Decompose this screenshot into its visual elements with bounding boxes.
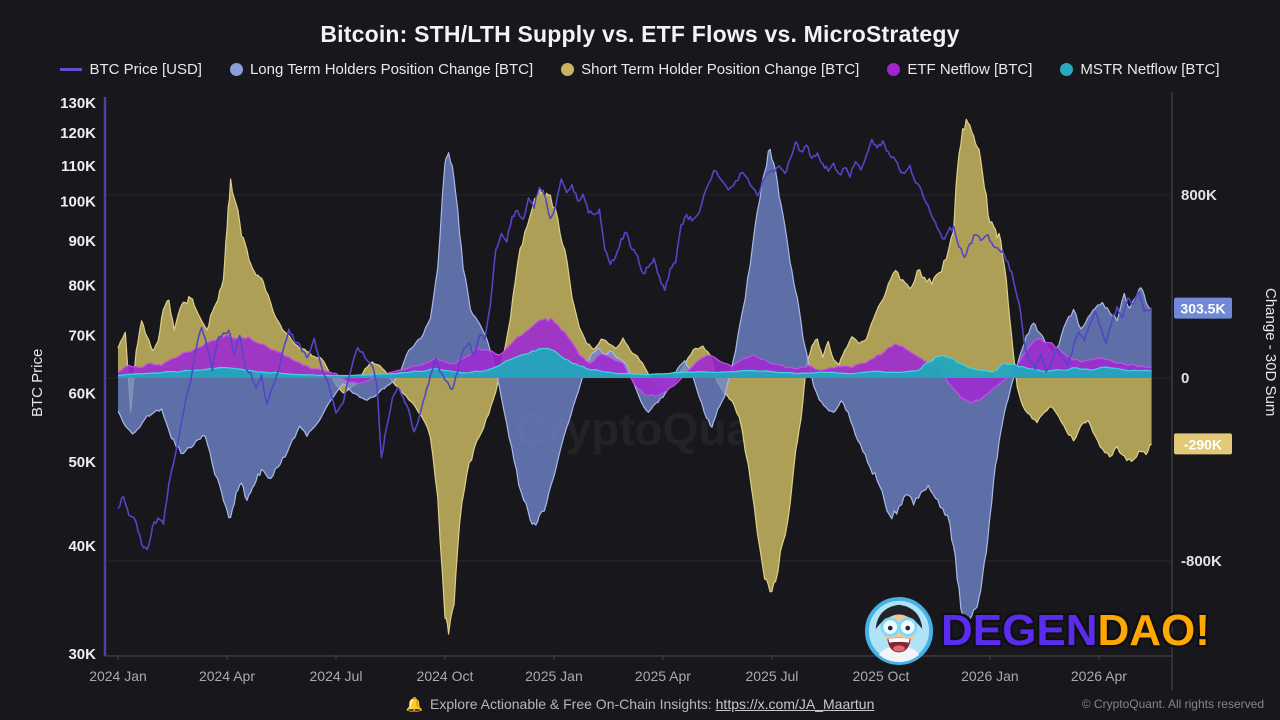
x-tick-label: 2024 Jan (89, 668, 147, 684)
left-tick-label: 120K (60, 125, 96, 142)
badge-value: 303.5K (1180, 301, 1225, 317)
left-tick-label: 100K (60, 194, 96, 211)
x-tick-label: 2025 Apr (635, 668, 691, 684)
left-tick-label: 110K (61, 158, 96, 175)
btc-price-line (117, 138, 1153, 551)
x-tick-label: 2025 Jan (525, 668, 583, 684)
left-tick-label: 80K (68, 277, 96, 294)
etf-legend-marker-icon (887, 63, 901, 76)
x-tick-label: 2024 Apr (199, 668, 255, 684)
x-tick-label: 2026 Jan (961, 668, 1019, 684)
price-legend-marker-icon (60, 68, 83, 71)
right-axis-labels: 800K 0 -800K (1181, 187, 1222, 570)
degendao-wordmark: DEGENDAO! (941, 595, 1210, 667)
badge-value: -290K (1184, 436, 1222, 452)
degendao-logo: DEGENDAO! (864, 595, 1210, 667)
series-lth-outline (117, 148, 1152, 625)
legend-item-label: MSTR Netflow [BTC] (1080, 61, 1220, 78)
left-tick-label: 30K (68, 646, 96, 663)
bell-icon: 🔔 (405, 696, 424, 712)
series-mstr-area (118, 348, 1152, 378)
degendao-word-dao: DAO! (1097, 606, 1210, 655)
x-tick-label: 2025 Jul (745, 668, 798, 684)
badge-background (1174, 433, 1232, 455)
left-tick-label: 60K (68, 386, 96, 403)
left-axis-labels: 130K 120K 110K 100K 90K 80K 70K 60K 50K 40K 30K (60, 95, 96, 663)
legend: BTC Price [USD] Long Term Holders Positio… (0, 61, 1280, 78)
footer: 🔔 Explore Actionable & Free On-Chain Insi… (0, 696, 1280, 713)
series-etf-outline (117, 317, 1152, 404)
page-title: Bitcoin: STH/LTH Supply vs. ETF Flows vs… (320, 21, 960, 47)
degendao-word-degen: DEGEN (941, 606, 1098, 655)
legend-item-lth[interactable]: Long Term Holders Position Change [BTC] (229, 61, 534, 78)
sth-legend-marker-icon (561, 63, 575, 76)
left-tick-label: 130K (60, 95, 96, 112)
footer-text: Explore Actionable & Free On-Chain Insig… (430, 696, 712, 712)
series-group (117, 118, 1153, 635)
right-tick-label: 800K (1181, 187, 1217, 204)
right-axis-title: Change - 30D Sum (1262, 288, 1279, 416)
left-axis-title: BTC Price (29, 349, 46, 417)
legend-item-label: Short Term Holder Position Change [BTC] (581, 61, 860, 78)
x-tick-label: 2025 Oct (853, 668, 910, 684)
x-tick-label: 2024 Jul (310, 668, 363, 684)
series-lth-area (118, 149, 1152, 624)
legend-item-etf[interactable]: ETF Netflow [BTC] (887, 61, 1032, 78)
right-tick-label: -800K (1181, 553, 1222, 570)
legend-item-sth[interactable]: Short Term Holder Position Change [BTC] (561, 61, 859, 78)
left-tick-label: 90K (68, 233, 96, 250)
left-tick-label: 70K (68, 328, 96, 345)
legend-item-mstr[interactable]: MSTR Netflow [BTC] (1060, 61, 1220, 78)
series-sth-outline (117, 118, 1152, 635)
legend-item-label: Long Term Holders Position Change [BTC] (249, 61, 534, 78)
footer-link[interactable]: https://x.com/JA_Maartun (715, 696, 875, 712)
badge-background (1174, 297, 1232, 319)
x-tick-label: 2026 Apr (1071, 668, 1127, 684)
legend-item-price[interactable]: BTC Price [USD] (60, 61, 202, 78)
degendao-avatar-icon (864, 596, 934, 666)
x-tick-label: 2024 Oct (417, 668, 474, 684)
x-axis-ticks: 2024 Jan 2024 Apr 2024 Jul 2024 Oct 2025 Jan… (89, 655, 1127, 684)
right-tick-label: 0 (1181, 370, 1189, 387)
left-tick-label: 50K (68, 454, 96, 471)
right-axis-badge-sth: -290K (1174, 433, 1232, 455)
legend-item-label: BTC Price [USD] (89, 61, 202, 78)
copyright-text: © CryptoQuant. All rights reserved (1081, 697, 1264, 711)
left-tick-label: 40K (68, 538, 96, 555)
mstr-legend-marker-icon (1060, 63, 1074, 76)
right-axis-badge-lth: 303.5K (1174, 297, 1232, 319)
lth-legend-marker-icon (229, 63, 243, 76)
legend-item-label: ETF Netflow [BTC] (907, 61, 1033, 78)
